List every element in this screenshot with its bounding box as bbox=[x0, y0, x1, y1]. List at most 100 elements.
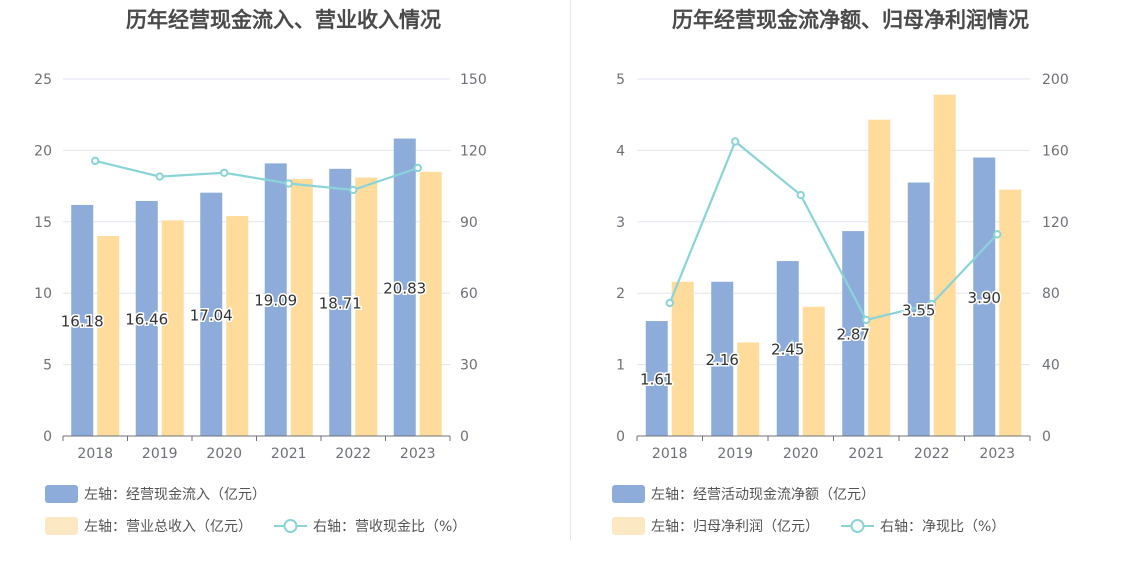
bar-secondary bbox=[97, 236, 120, 436]
bar-secondary bbox=[355, 177, 378, 437]
data-label: 3.55 bbox=[902, 301, 935, 319]
y-tick-label-right: 120 bbox=[1042, 215, 1069, 231]
line-series bbox=[668, 139, 999, 322]
x-tick-label: 2020 bbox=[206, 446, 242, 462]
legend-swatch bbox=[612, 517, 645, 535]
legend-label: 右轴：营收现金比（%） bbox=[313, 519, 467, 535]
bar-secondary bbox=[933, 94, 956, 436]
bar-secondary bbox=[161, 220, 184, 436]
data-label: 16.46 bbox=[125, 310, 168, 328]
x-tick-label: 2021 bbox=[271, 446, 307, 462]
y-tick-label-right: 40 bbox=[1042, 358, 1060, 374]
chart-title: 历年经营现金流净额、归母净利润情况 bbox=[672, 8, 1029, 32]
y-tick-label-right: 0 bbox=[1042, 429, 1051, 445]
line-series bbox=[94, 159, 419, 192]
y-tick-label-right: 200 bbox=[1042, 72, 1069, 88]
chart-legend: 左轴：经营现金流入（亿元） 左轴：营业总收入（亿元） 右轴：营收现金比（%） bbox=[45, 478, 565, 542]
y-tick-label-left: 4 bbox=[616, 143, 625, 159]
bar-secondary bbox=[999, 189, 1022, 436]
x-tick-label: 2020 bbox=[783, 446, 819, 462]
x-tick-label: 2019 bbox=[142, 446, 178, 462]
y-tick-label-right: 0 bbox=[460, 429, 469, 445]
legend-item[interactable]: 左轴：经营现金流入（亿元） bbox=[45, 484, 266, 504]
y-tick-label-left: 5 bbox=[616, 72, 625, 88]
legend-swatch bbox=[45, 517, 78, 535]
data-label: 18.71 bbox=[319, 294, 362, 312]
data-label: 2.16 bbox=[706, 351, 739, 369]
bar-secondary bbox=[737, 342, 760, 436]
legend-label: 左轴：经营活动现金流净额（亿元） bbox=[651, 487, 875, 503]
data-label: 20.83 bbox=[383, 279, 426, 297]
y-tick-label-left: 2 bbox=[616, 286, 625, 302]
line-point bbox=[665, 298, 674, 308]
x-tick-label: 2018 bbox=[652, 446, 688, 462]
data-label: 2.87 bbox=[837, 326, 870, 344]
chart-plot-area: 0 0 1 40 2 80 3 120 4 160 5 200 2018 2019 2020 2021 2022… bbox=[616, 72, 1069, 462]
y-tick-label-right: 90 bbox=[460, 215, 478, 231]
bar-primary bbox=[71, 204, 94, 436]
bar-primary bbox=[907, 182, 930, 436]
legend-line-swatch bbox=[841, 519, 874, 533]
bar-primary bbox=[842, 231, 865, 436]
line-point bbox=[993, 230, 1002, 239]
panel-divider bbox=[570, 0, 571, 540]
bar-secondary bbox=[671, 281, 694, 436]
x-tick-label: 2022 bbox=[914, 446, 950, 462]
bar-primary bbox=[200, 192, 223, 436]
legend-marker bbox=[283, 519, 298, 533]
legend-swatch bbox=[612, 485, 645, 503]
bar-secondary bbox=[802, 306, 825, 436]
y-tick-label-left: 0 bbox=[43, 429, 52, 445]
line-point bbox=[862, 315, 871, 325]
data-label: 1.61 bbox=[640, 371, 673, 389]
data-label: 16.18 bbox=[61, 312, 104, 330]
legend-marker bbox=[850, 519, 865, 533]
legend-label: 右轴：净现比（%） bbox=[880, 519, 1006, 535]
bar-secondary bbox=[290, 178, 313, 436]
bar-primary bbox=[711, 281, 734, 436]
legend-row: 左轴：归母净利润（亿元） 右轴：净现比（%） bbox=[612, 510, 1132, 542]
y-tick-label-left: 20 bbox=[34, 143, 52, 159]
chart-legend: 左轴：经营活动现金流净额（亿元） 左轴：归母净利润（亿元） 右轴：净现比（%） bbox=[612, 478, 1132, 542]
legend-item[interactable]: 左轴：经营活动现金流净额（亿元） bbox=[612, 484, 875, 504]
bar-primary bbox=[776, 261, 799, 436]
legend-label: 左轴：归母净利润（亿元） bbox=[651, 519, 819, 535]
legend-item[interactable]: 左轴：归母净利润（亿元） bbox=[612, 516, 819, 536]
legend-swatch bbox=[45, 485, 78, 503]
x-tick-label: 2023 bbox=[979, 446, 1015, 462]
legend-row: 左轴：经营活动现金流净额（亿元） bbox=[612, 478, 1132, 510]
bar-primary bbox=[973, 157, 996, 437]
y-tick-label-left: 15 bbox=[34, 215, 52, 231]
x-tick-label: 2023 bbox=[400, 446, 436, 462]
y-tick-label-right: 30 bbox=[460, 358, 478, 374]
legend-row: 左轴：经营现金流入（亿元） bbox=[45, 478, 565, 510]
y-tick-label-left: 10 bbox=[34, 286, 52, 302]
legend-item[interactable]: 左轴：营业总收入（亿元） bbox=[45, 516, 252, 536]
y-tick-label-right: 150 bbox=[460, 72, 487, 88]
legend-label: 左轴：经营现金流入（亿元） bbox=[84, 487, 266, 503]
legend-item[interactable]: 右轴：净现比（%） bbox=[841, 516, 1005, 536]
line-point bbox=[349, 185, 358, 195]
data-label: 3.90 bbox=[968, 289, 1001, 307]
line-point bbox=[927, 299, 936, 309]
chart-panel-cash-inflow: 历年经营现金流入、营业收入情况 0 0 5 30 10 60 15 90 20 120 25 150 2… bbox=[34, 8, 565, 542]
bar-primary bbox=[135, 200, 158, 436]
bar-primary bbox=[264, 163, 287, 436]
legend-item[interactable]: 右轴：营收现金比（%） bbox=[274, 516, 466, 536]
legend-line-swatch bbox=[274, 519, 307, 533]
line-point bbox=[155, 172, 164, 181]
legend-label: 左轴：营业总收入（亿元） bbox=[84, 519, 252, 535]
line-point bbox=[284, 179, 293, 188]
line-point bbox=[796, 190, 805, 200]
data-label: 2.45 bbox=[771, 341, 804, 359]
x-tick-label: 2018 bbox=[77, 446, 113, 462]
y-tick-label-left: 1 bbox=[616, 358, 625, 374]
data-label: 17.04 bbox=[190, 306, 233, 324]
y-tick-label-right: 120 bbox=[460, 143, 487, 159]
bar-primary bbox=[329, 168, 352, 436]
line-point bbox=[731, 137, 740, 146]
y-tick-label-left: 5 bbox=[43, 358, 52, 374]
bar-secondary bbox=[868, 119, 891, 436]
bar-secondary bbox=[419, 171, 442, 436]
x-tick-label: 2022 bbox=[335, 446, 371, 462]
